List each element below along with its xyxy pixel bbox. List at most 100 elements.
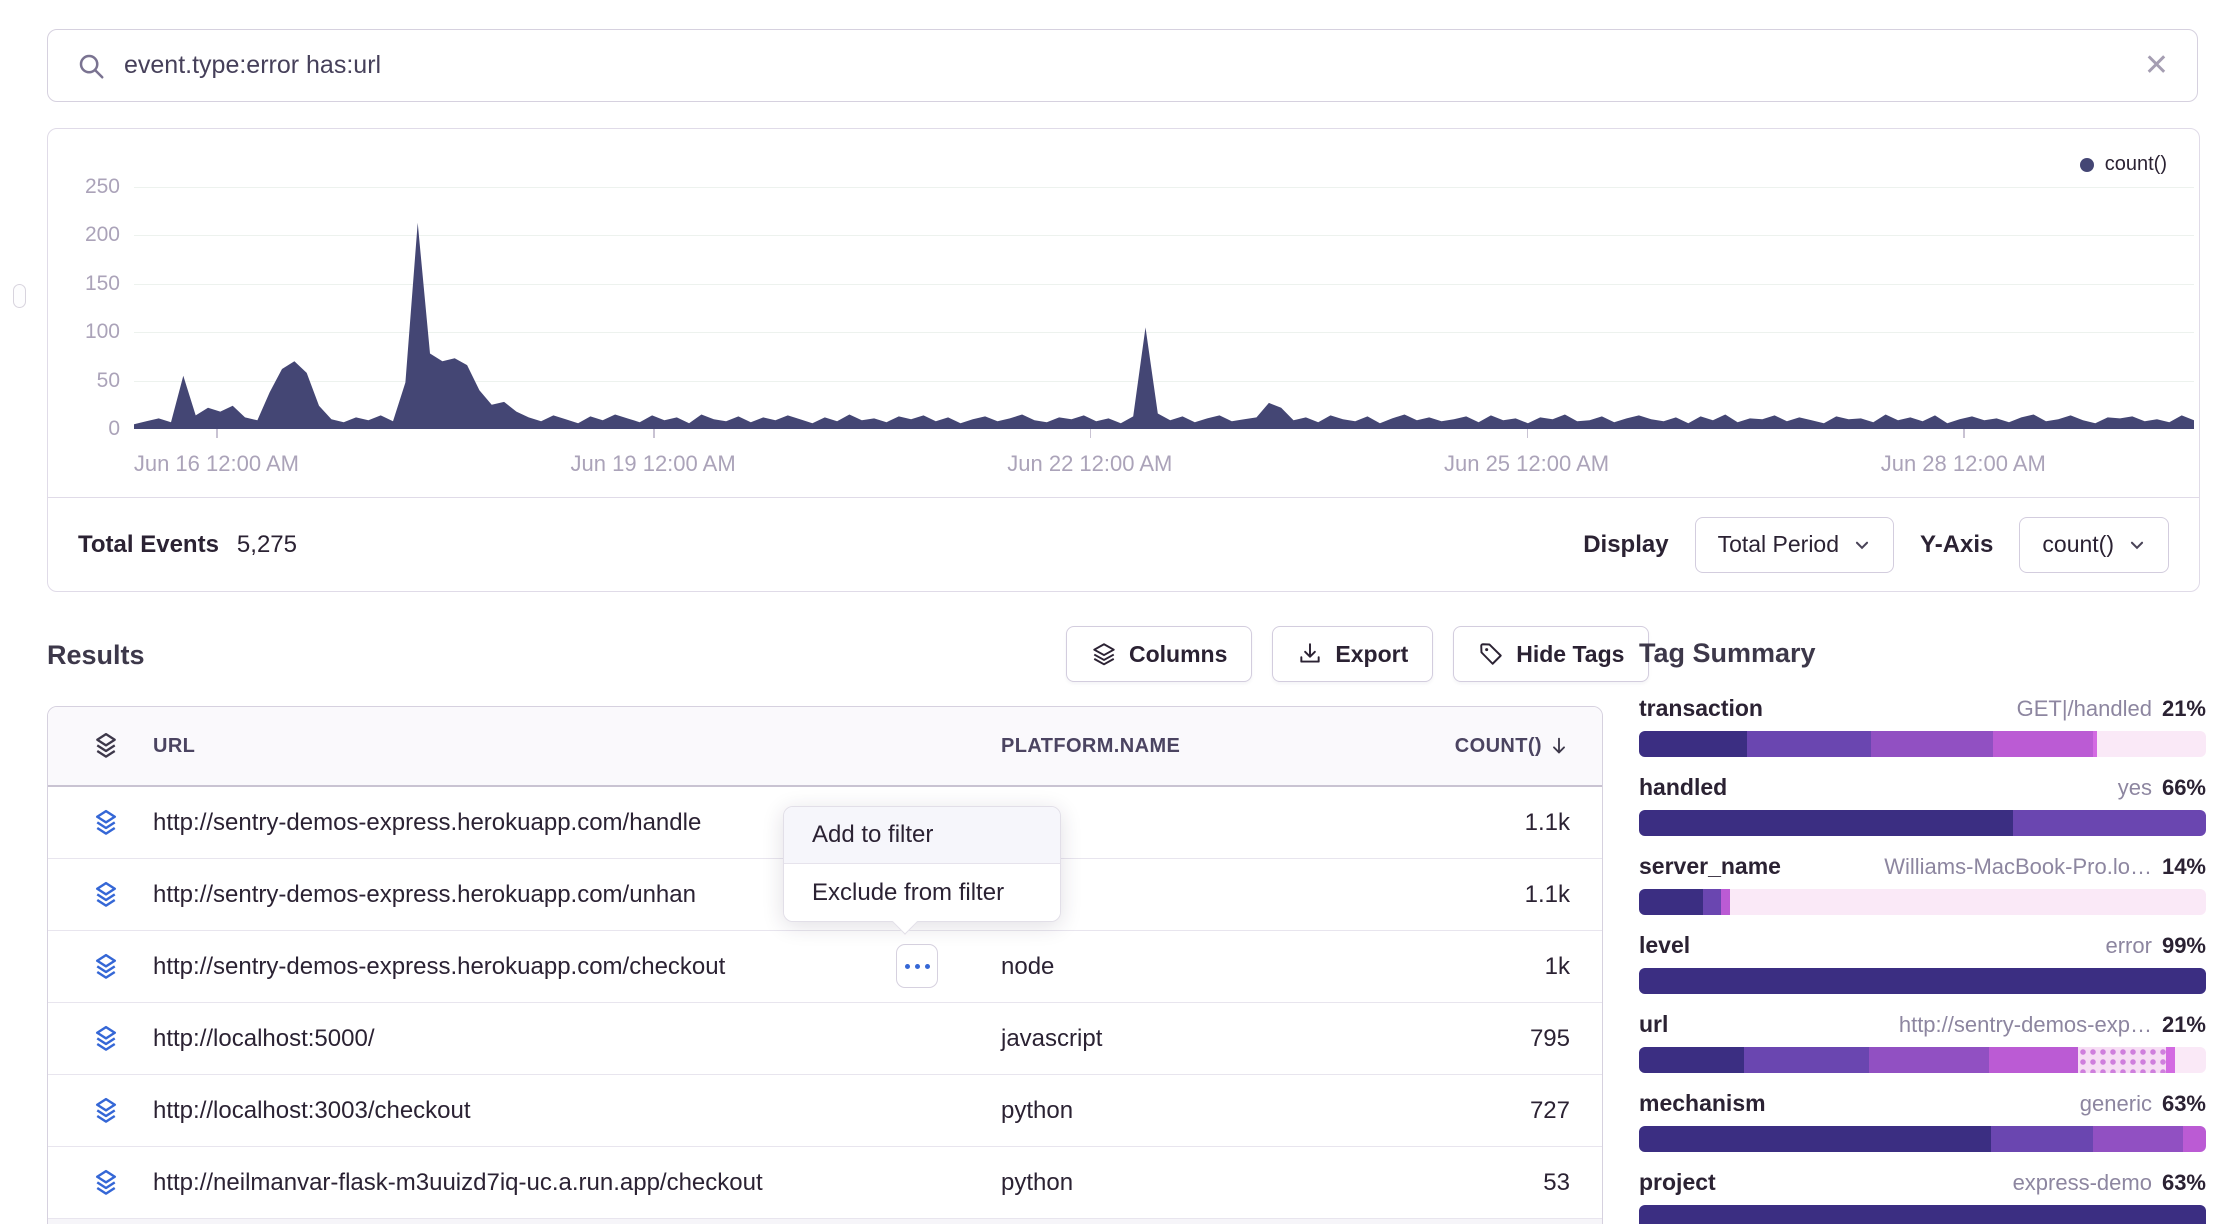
tag-bar-segment[interactable]: [1639, 1047, 1745, 1073]
tag-summary-item: url http://sentry-demos-exp… 21%: [1639, 1011, 2206, 1073]
layers-icon: [1093, 643, 1115, 666]
layers-icon: [96, 1097, 116, 1123]
row-count: 1.1k: [1524, 808, 1570, 836]
tag-bar-segment[interactable]: [1729, 889, 2206, 915]
chevron-down-icon: [1855, 541, 1869, 549]
results-table-header: URL PLATFORM.NAME COUNT(): [48, 707, 1602, 787]
tag-bar-segment[interactable]: [2013, 810, 2206, 836]
tag-top-percent: 99%: [2161, 933, 2206, 958]
tag-distribution-bar[interactable]: [1639, 1047, 2206, 1073]
table-row[interactable]: http://localhost:3003/checkout python 72…: [48, 1075, 1602, 1147]
tag-summary-item: transaction GET|/handled 21%: [1639, 695, 2206, 757]
row-platform: javascript: [1001, 1024, 1103, 1052]
display-select[interactable]: Total Period: [1694, 516, 1895, 573]
tag-top-value: Williams-MacBook-Pro.lo…: [1884, 854, 2152, 879]
tag-bar-segment[interactable]: [1989, 1047, 2079, 1073]
tag-bar-segment[interactable]: [1639, 1205, 2206, 1224]
tag-bar-segment[interactable]: [2092, 1126, 2184, 1152]
tag-bar-segment[interactable]: [2183, 1126, 2206, 1152]
tag-bar-segment[interactable]: [1744, 1047, 1870, 1073]
tag-bar-segment[interactable]: [1990, 1126, 2093, 1152]
column-header-count[interactable]: COUNT(): [1352, 735, 1602, 758]
chart-legend[interactable]: count(): [2079, 153, 2167, 176]
y-axis-select[interactable]: count(): [2019, 516, 2169, 573]
tag-distribution-bar[interactable]: [1639, 889, 2206, 915]
display-label: Display: [1583, 530, 1669, 558]
menu-item-exclude-from-filter[interactable]: Exclude from filter: [784, 864, 1060, 921]
tag-top-value: error: [2105, 933, 2152, 958]
row-url: http://sentry-demos-express.herokuapp.co…: [153, 808, 702, 836]
tag-distribution-bar[interactable]: [1639, 1205, 2206, 1224]
chart-footer: Total Events 5,275 Display Total Period …: [48, 497, 2199, 591]
search-icon: [79, 54, 104, 78]
tag-distribution-bar[interactable]: [1639, 731, 2206, 757]
export-button-label: Export: [1335, 640, 1409, 667]
row-platform: python: [1001, 1168, 1074, 1196]
ellipsis-icon: [904, 963, 910, 969]
tag-bar-segment[interactable]: [2078, 1047, 2167, 1073]
table-row[interactable]: http://sentry-demos-express.herokuapp.co…: [48, 931, 1602, 1003]
table-row[interactable]: http://localhost:5000/ javascript 795: [48, 1003, 1602, 1075]
tag-bar-segment[interactable]: [1639, 731, 1747, 757]
tag-name: url: [1639, 1011, 1669, 1037]
tag-top-value: GET|/handled: [2016, 696, 2152, 721]
tag-summary-item: level error 99%: [1639, 932, 2206, 994]
tag-distribution-bar[interactable]: [1639, 810, 2206, 836]
legend-label: count(): [2104, 153, 2167, 175]
tag-bar-segment[interactable]: [2166, 1047, 2175, 1073]
tag-distribution-bar[interactable]: [1639, 1126, 2206, 1152]
table-row[interactable]: http://neilmanvar-flask-m3uuizd7iq-uc.a.…: [48, 1147, 1602, 1219]
layers-icon: [96, 1169, 116, 1195]
tag-top-value: generic: [2079, 1091, 2152, 1116]
columns-button-label: Columns: [1129, 640, 1228, 667]
row-url: http://localhost:5000/: [153, 1024, 375, 1052]
menu-item-add-to-filter[interactable]: Add to filter: [784, 807, 1060, 864]
clear-search-icon[interactable]: ✕: [2143, 48, 2169, 82]
column-header-count-label: COUNT(): [1454, 734, 1542, 757]
layers-icon: [96, 733, 116, 758]
y-axis-label: Y-Axis: [1920, 530, 1994, 558]
tag-summary-item: handled yes 66%: [1639, 774, 2206, 836]
tag-bar-segment[interactable]: [2092, 731, 2098, 757]
tag-top-percent: 66%: [2161, 775, 2206, 800]
tag-summary: Tag Summary transaction GET|/handled 21%…: [1639, 638, 2206, 1224]
tag-bar-segment[interactable]: [1993, 731, 2093, 757]
tag-bar-segment[interactable]: [1639, 810, 2014, 836]
tag-bar-segment[interactable]: [1871, 731, 1994, 757]
columns-button[interactable]: Columns: [1066, 626, 1253, 682]
column-header-url[interactable]: URL: [153, 734, 196, 757]
tag-bar-segment[interactable]: [1869, 1047, 1990, 1073]
row-platform: python: [1001, 1096, 1074, 1124]
tag-bar-segment[interactable]: [1639, 1126, 1991, 1152]
download-icon: [1300, 643, 1321, 663]
count-area-series: [134, 222, 2194, 429]
hide-tags-button[interactable]: Hide Tags: [1453, 626, 1650, 682]
search-input[interactable]: [124, 51, 2126, 80]
cell-actions-menu: Add to filter Exclude from filter: [783, 806, 1061, 922]
sidebar-collapse-handle[interactable]: [13, 284, 26, 308]
hide-tags-button-label: Hide Tags: [1516, 640, 1625, 667]
export-button[interactable]: Export: [1272, 626, 1434, 682]
tag-summary-item: project express-demo 63%: [1639, 1169, 2206, 1224]
tag-top-value: http://sentry-demos-exp…: [1898, 1012, 2152, 1037]
ellipsis-icon: [924, 963, 930, 969]
chevron-down-icon: [2130, 541, 2144, 549]
tag-bar-segment[interactable]: [1721, 889, 1730, 915]
tag-distribution-bar[interactable]: [1639, 968, 2206, 994]
column-header-platform[interactable]: PLATFORM.NAME: [1001, 734, 1181, 757]
events-area-chart[interactable]: [134, 187, 2194, 429]
tag-bar-segment[interactable]: [1703, 889, 1722, 915]
tag-bar-segment[interactable]: [1639, 968, 2206, 994]
tag-bar-segment[interactable]: [2097, 731, 2206, 757]
cell-actions-button[interactable]: [896, 944, 938, 988]
ellipsis-icon: [914, 963, 920, 969]
row-url: http://sentry-demos-express.herokuapp.co…: [153, 952, 726, 980]
tag-bar-segment[interactable]: [1746, 731, 1872, 757]
layers-icon: [96, 881, 116, 907]
layers-icon: [96, 809, 116, 835]
layers-icon: [96, 953, 116, 979]
tag-bar-segment[interactable]: [2174, 1047, 2206, 1073]
tag-bar-segment[interactable]: [1639, 889, 1704, 915]
y-axis-select-value: count(): [2042, 531, 2114, 557]
